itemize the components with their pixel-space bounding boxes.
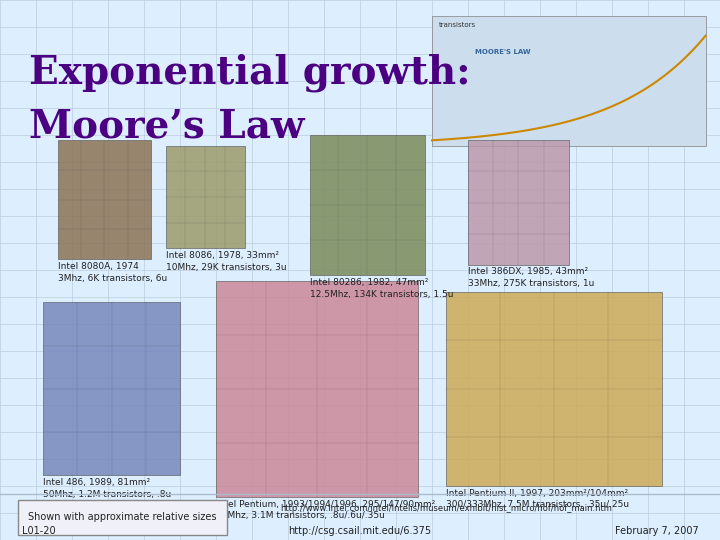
Text: Intel 80286, 1982, 47mm²
12.5Mhz, 134K transistors, 1.5u: Intel 80286, 1982, 47mm² 12.5Mhz, 134K t… [310,278,453,299]
Text: Shown with approximate relative sizes: Shown with approximate relative sizes [28,512,217,522]
FancyBboxPatch shape [310,135,425,275]
Text: Moore’s Law: Moore’s Law [29,108,305,146]
FancyBboxPatch shape [432,16,706,146]
Text: MOORE'S LAW: MOORE'S LAW [475,49,531,55]
Text: http://csg.csail.mit.edu/6.375: http://csg.csail.mit.edu/6.375 [289,525,431,536]
Text: transistors: transistors [439,22,477,28]
Text: Intel 8080A, 1974
3Mhz, 6K transistors, 6u: Intel 8080A, 1974 3Mhz, 6K transistors, … [58,262,167,283]
Text: Intel Pentium, 1993/1994/1996, 295/147/90mm²
66Mhz, 3.1M transistors, .8u/.6u/.3: Intel Pentium, 1993/1994/1996, 295/147/9… [216,500,436,521]
Text: Exponential growth:: Exponential growth: [29,54,470,92]
Text: Intel Pentium II, 1997, 203mm²/104mm²
300/333Mhz, 7.5M transistors, .35u/.25u: Intel Pentium II, 1997, 203mm²/104mm² 30… [446,489,629,510]
Text: http://www.intel.com/intel/intelis/museum/exhibit/hist_micro/hof/hof_main.htm: http://www.intel.com/intel/intelis/museu… [281,504,612,513]
Text: Intel 486, 1989, 81mm²
50Mhz, 1.2M transistors, .8u: Intel 486, 1989, 81mm² 50Mhz, 1.2M trans… [43,478,171,499]
FancyBboxPatch shape [166,146,245,248]
FancyBboxPatch shape [216,281,418,497]
FancyBboxPatch shape [43,302,180,475]
FancyBboxPatch shape [18,500,227,535]
Text: Intel 8086, 1978, 33mm²
10Mhz, 29K transistors, 3u: Intel 8086, 1978, 33mm² 10Mhz, 29K trans… [166,251,287,272]
FancyBboxPatch shape [446,292,662,486]
Text: L01-20: L01-20 [22,525,55,536]
Text: February 7, 2007: February 7, 2007 [615,525,698,536]
Text: Intel 386DX, 1985, 43mm²
33Mhz, 275K transistors, 1u: Intel 386DX, 1985, 43mm² 33Mhz, 275K tra… [468,267,595,288]
FancyBboxPatch shape [58,140,151,259]
FancyBboxPatch shape [468,140,569,265]
